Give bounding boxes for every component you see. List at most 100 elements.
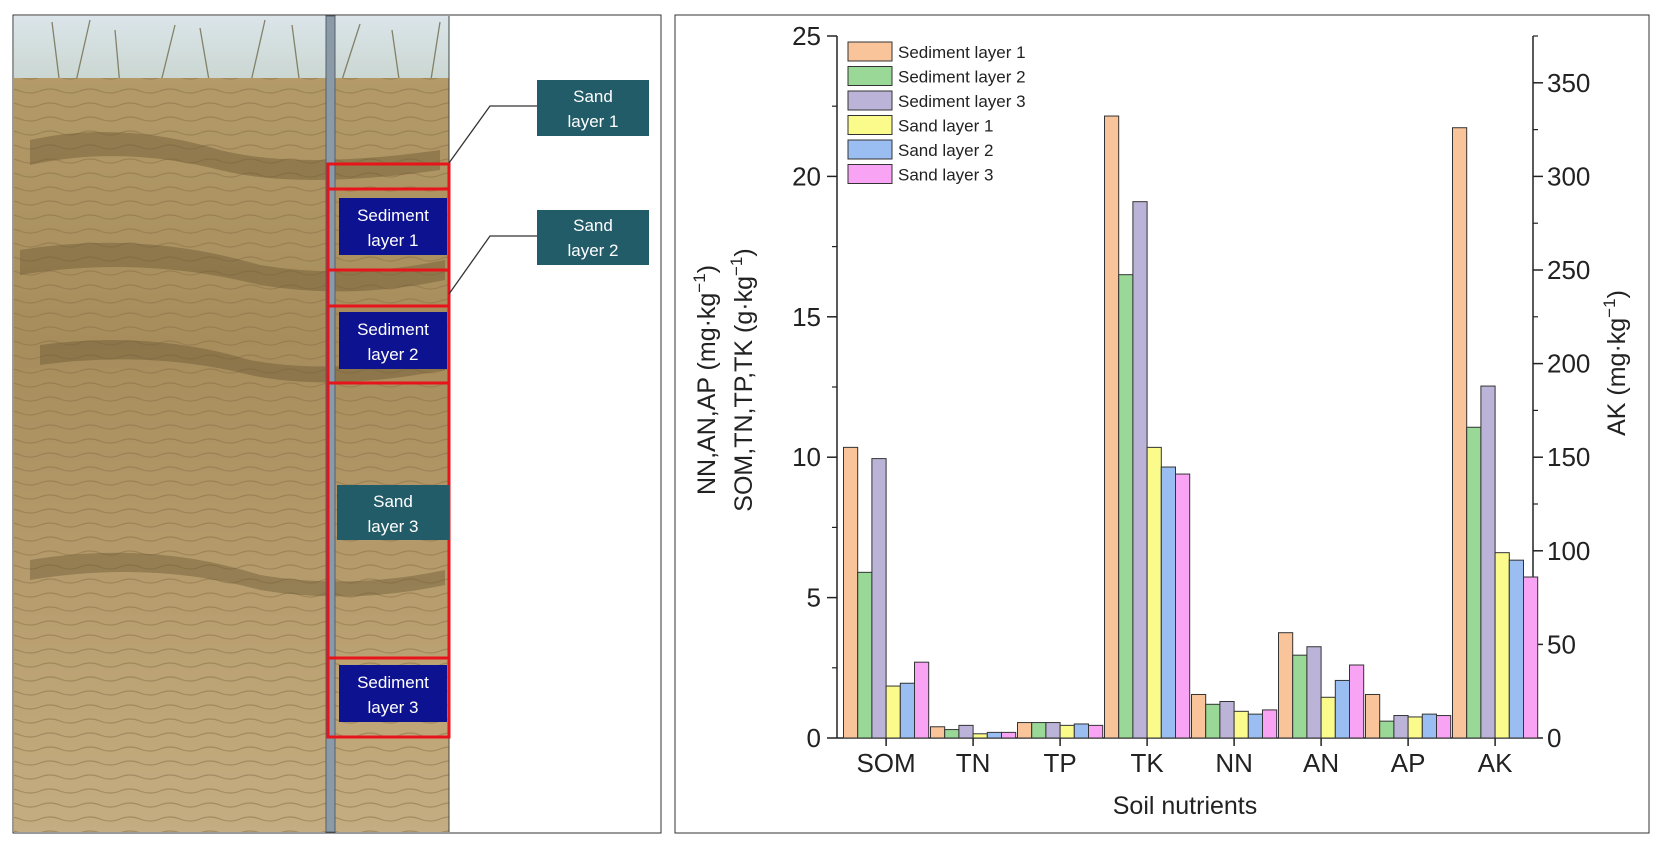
legend-swatch <box>847 66 893 86</box>
left-tick-label: 15 <box>792 302 821 332</box>
label-box <box>537 210 649 265</box>
bar <box>1219 700 1235 739</box>
legend-swatch <box>847 90 893 111</box>
label-line2: layer 2 <box>367 345 418 364</box>
bar <box>1045 722 1061 739</box>
legend-label: Sediment layer 3 <box>898 92 1026 111</box>
bar <box>1349 664 1365 739</box>
bar <box>930 726 946 739</box>
legend-item: Sand layer 3 <box>847 164 993 185</box>
legend-swatch <box>847 41 893 62</box>
bar <box>914 661 930 739</box>
label-sand-layer-1: Sand layer 1 <box>537 80 649 136</box>
bar <box>899 682 915 739</box>
x-tick-label: SOM <box>856 748 915 778</box>
left-tick-label: 25 <box>792 21 821 51</box>
x-tick-label: AN <box>1303 748 1339 778</box>
bar <box>1191 693 1207 739</box>
bar <box>1306 646 1322 739</box>
bar <box>1334 679 1351 739</box>
right-tick-label: 350 <box>1547 68 1590 98</box>
profile-photo-panel: Sand layer 1 Sediment layer 1 Sand layer… <box>12 14 662 834</box>
label-box <box>337 485 449 540</box>
right-axis-title: AK (mg·kg−1) <box>1600 290 1631 436</box>
bar <box>1407 716 1423 739</box>
vegetation <box>51 19 441 87</box>
bar <box>1452 127 1468 739</box>
left-tick-label: 20 <box>792 161 821 191</box>
legend-item: Sediment layer 3 <box>847 90 1026 111</box>
left-axis-title-line1: NN,AN,AP (mg·kg−1) <box>690 265 721 495</box>
legend-label: Sediment layer 1 <box>898 43 1026 62</box>
bar <box>1001 731 1017 739</box>
bar <box>1073 723 1090 739</box>
bar <box>1436 715 1452 739</box>
bar <box>1088 724 1104 739</box>
bar <box>972 733 988 739</box>
label-box <box>339 198 447 255</box>
x-tick-label: NN <box>1215 748 1253 778</box>
label-line1: Sand <box>573 87 613 106</box>
label-line2: layer 3 <box>367 698 418 717</box>
leader-lines <box>448 105 537 295</box>
label-sediment-layer-2: Sediment layer 2 <box>339 312 447 369</box>
label-line1: Sand <box>373 492 413 511</box>
legend-label: Sediment layer 2 <box>898 68 1026 87</box>
bar <box>1523 576 1539 739</box>
x-tick-label: TK <box>1130 748 1164 778</box>
label-box <box>339 312 447 369</box>
bar <box>1508 559 1525 739</box>
bar <box>1017 722 1033 739</box>
label-line2: layer 1 <box>567 112 618 131</box>
label-line1: Sand <box>573 216 613 235</box>
legend-item: Sand layer 1 <box>847 115 993 136</box>
bar <box>1320 696 1336 739</box>
cliff-shadows <box>20 132 445 597</box>
outline-sediment-layer-3 <box>326 656 451 739</box>
x-tick-label: AK <box>1478 748 1513 778</box>
bar <box>1421 713 1438 739</box>
x-tick-label: AP <box>1391 748 1426 778</box>
legend-swatch <box>847 115 893 135</box>
bar <box>1059 724 1075 739</box>
legend-item: Sand layer 2 <box>847 139 993 160</box>
label-line2: layer 1 <box>367 231 418 250</box>
bar <box>1393 715 1409 739</box>
bar <box>1146 446 1162 739</box>
label-box <box>537 80 649 136</box>
bar <box>1118 274 1134 739</box>
legend-swatch <box>847 164 893 184</box>
bar <box>1292 654 1308 739</box>
bar <box>1104 115 1120 739</box>
label-line1: Sediment <box>357 320 429 339</box>
label-sand-layer-3: Sand layer 3 <box>337 485 449 540</box>
right-tick-label: 150 <box>1547 442 1590 472</box>
bar <box>1160 466 1177 739</box>
bar <box>1132 201 1148 739</box>
bar <box>944 729 960 739</box>
label-sediment-layer-3: Sediment layer 3 <box>339 665 447 722</box>
legend-item: Sediment layer 1 <box>847 41 1026 62</box>
bar <box>1175 473 1191 739</box>
legend-item: Sediment layer 2 <box>847 66 1026 87</box>
label-line2: layer 2 <box>567 241 618 260</box>
right-tick-label: 250 <box>1547 255 1590 285</box>
bar <box>1278 632 1294 739</box>
bar <box>1262 709 1278 739</box>
bar <box>1233 710 1249 739</box>
label-line1: Sediment <box>357 673 429 692</box>
left-tick-label: 5 <box>807 583 821 613</box>
blank-area <box>449 16 660 832</box>
bar <box>885 685 901 739</box>
left-tick-label: 10 <box>792 442 821 472</box>
bar <box>1247 713 1264 739</box>
bar <box>1031 722 1047 739</box>
legend-swatch <box>847 139 893 160</box>
bar <box>1466 426 1482 739</box>
bar <box>857 571 873 739</box>
x-axis-title: Soil nutrients <box>1113 792 1258 820</box>
bar <box>1365 693 1381 739</box>
right-tick-label: 300 <box>1547 161 1590 191</box>
bar <box>1205 703 1221 739</box>
